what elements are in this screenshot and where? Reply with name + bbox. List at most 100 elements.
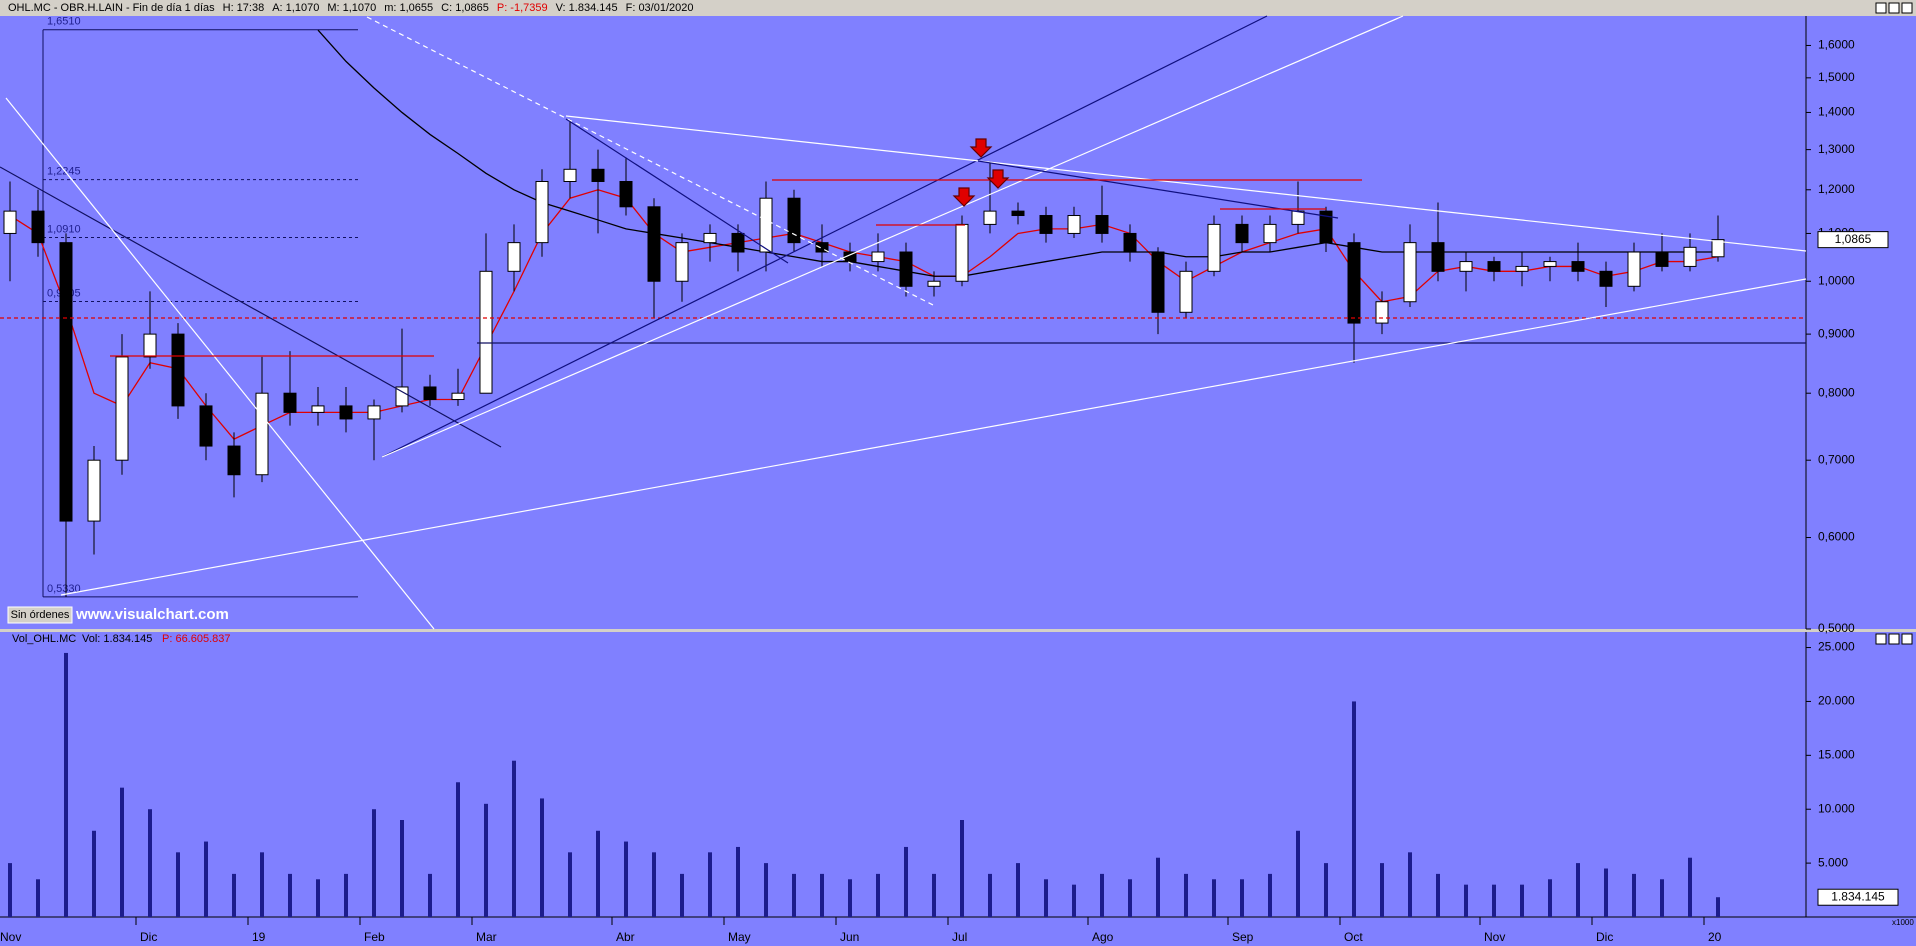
candle-body bbox=[1683, 246, 1697, 267]
candle-body bbox=[1123, 232, 1137, 253]
volume-bar bbox=[148, 809, 152, 917]
order-badge[interactable] bbox=[7, 606, 73, 624]
candle-body bbox=[199, 405, 213, 447]
volume-bar bbox=[1576, 863, 1580, 917]
candle-body bbox=[115, 356, 129, 461]
volume-bar bbox=[764, 863, 768, 917]
candle-body bbox=[31, 210, 45, 244]
volume-bar bbox=[848, 879, 852, 917]
volume-bar bbox=[1044, 879, 1048, 917]
volume-bar bbox=[1688, 857, 1692, 917]
x-tick-label: Mar bbox=[476, 930, 497, 944]
volume-bar bbox=[120, 787, 124, 917]
x-tick-label: Ago bbox=[1092, 930, 1114, 944]
volume-bar bbox=[1072, 884, 1076, 917]
info-item: A: 1,1070 bbox=[272, 2, 319, 14]
close-button[interactable] bbox=[1901, 2, 1913, 14]
symbol: OHL.MC - OBR.H.LAIN - Fin de día 1 días bbox=[8, 2, 215, 14]
volume-title: Vol_OHL.MC bbox=[12, 633, 76, 645]
y-tick-label: 0,5000 bbox=[1818, 621, 1855, 635]
volume-bar bbox=[876, 873, 880, 917]
candle-body bbox=[1207, 223, 1221, 272]
volume-bar bbox=[1100, 873, 1104, 917]
x-tick-label: May bbox=[728, 930, 751, 944]
volume-bar bbox=[988, 873, 992, 917]
volume-bar bbox=[8, 863, 12, 917]
volume-bar bbox=[260, 852, 264, 917]
info-change: P: -1,7359 bbox=[497, 2, 548, 14]
y-tick-label: 10.000 bbox=[1818, 801, 1855, 815]
volume-bar bbox=[316, 879, 320, 917]
volume-info: P: 66.605.837 bbox=[162, 633, 231, 645]
window-buttons bbox=[1875, 2, 1913, 645]
volume-bar bbox=[540, 798, 544, 917]
volume-bar bbox=[1240, 879, 1244, 917]
y-tick-label: 0,9000 bbox=[1818, 326, 1855, 340]
trend-line bbox=[60, 278, 1807, 596]
x-tick-label: 19 bbox=[252, 930, 266, 944]
x-tick-label: Nov bbox=[0, 930, 21, 944]
y-tick-label: 1,0000 bbox=[1818, 273, 1855, 287]
volume-bar bbox=[652, 852, 656, 917]
volume-bar bbox=[680, 873, 684, 917]
candle-body bbox=[1291, 210, 1305, 225]
volume-bar bbox=[820, 873, 824, 917]
y-tick-label: 0,8000 bbox=[1818, 385, 1855, 399]
panel-separator bbox=[0, 629, 1916, 632]
y-tick-label: 0,7000 bbox=[1818, 452, 1855, 466]
volume-bar bbox=[1492, 884, 1496, 917]
candle-body bbox=[1095, 215, 1109, 234]
candle-body bbox=[787, 197, 801, 244]
moving-average bbox=[317, 29, 1718, 277]
maximize-button[interactable] bbox=[1888, 2, 1900, 14]
x-tick-label: Abr bbox=[616, 930, 635, 944]
candle-body bbox=[927, 280, 941, 287]
volume-bar bbox=[176, 852, 180, 917]
candle-body bbox=[619, 180, 633, 208]
candle-body bbox=[451, 392, 465, 401]
candle-body bbox=[1599, 270, 1613, 287]
volume-bar bbox=[428, 873, 432, 917]
volume-bar bbox=[596, 830, 600, 917]
volume-bar bbox=[1660, 879, 1664, 917]
candle-body bbox=[171, 333, 185, 407]
fib-label: 1,2245 bbox=[47, 166, 81, 178]
fib-label: 0,5330 bbox=[47, 583, 81, 595]
volume-bar bbox=[1296, 830, 1300, 917]
close-button[interactable] bbox=[1901, 633, 1913, 645]
minimize-button[interactable] bbox=[1875, 2, 1887, 14]
candle-body bbox=[1151, 251, 1165, 313]
candle-body bbox=[591, 168, 605, 182]
candle-body bbox=[59, 242, 73, 522]
x-tick-label: Nov bbox=[1484, 930, 1505, 944]
volume-bar bbox=[92, 830, 96, 917]
candle-body bbox=[647, 206, 661, 282]
y-tick-label: 0,6000 bbox=[1818, 530, 1855, 544]
volume-label: 1.834.145 bbox=[1831, 889, 1885, 903]
candle-body bbox=[507, 242, 521, 272]
candle-body bbox=[1487, 261, 1501, 272]
x-tick-label: Sep bbox=[1232, 930, 1254, 944]
volume-bar bbox=[1352, 701, 1356, 917]
volume-bar bbox=[400, 819, 404, 917]
maximize-button[interactable] bbox=[1888, 633, 1900, 645]
candle-body bbox=[339, 405, 353, 420]
x-tick-label: Dic bbox=[1596, 930, 1613, 944]
candle-body bbox=[1655, 251, 1669, 267]
drawing-tools bbox=[0, 15, 1807, 630]
candle-body bbox=[1403, 242, 1417, 303]
volume-bar bbox=[1520, 884, 1524, 917]
volume-bar bbox=[1464, 884, 1468, 917]
volume-bar bbox=[1408, 852, 1412, 917]
volume-bar bbox=[1212, 879, 1216, 917]
x-tick-label: 20 bbox=[1708, 930, 1722, 944]
candle-body bbox=[563, 168, 577, 182]
volume-bar bbox=[512, 760, 516, 917]
candle-body bbox=[143, 333, 157, 358]
minimize-button[interactable] bbox=[1875, 633, 1887, 645]
x-tick-label: Feb bbox=[364, 930, 385, 944]
volume-bar bbox=[456, 782, 460, 917]
volume-bar bbox=[960, 819, 964, 917]
signal-arrow bbox=[952, 187, 976, 207]
volume-label-box bbox=[1817, 888, 1899, 906]
